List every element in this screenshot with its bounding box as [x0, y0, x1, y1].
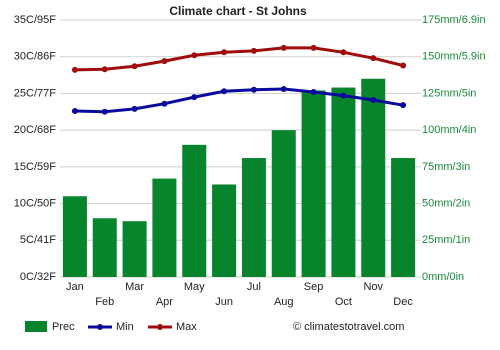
legend-label: Max — [176, 321, 197, 333]
x-tick-label: Aug — [274, 296, 294, 308]
x-tick-label: Nov — [363, 281, 383, 293]
max-point — [280, 44, 287, 51]
y-tick-label: 0C/32F — [20, 271, 56, 283]
x-tick-label: Apr — [156, 296, 173, 308]
y-tick-label: 35C/95F — [14, 14, 56, 26]
prec-bar — [271, 130, 296, 277]
x-tick-label: Jun — [215, 296, 233, 308]
min-point — [250, 86, 257, 93]
min-point — [400, 102, 407, 109]
min-point — [310, 88, 317, 95]
max-point — [161, 58, 168, 65]
y-tick-label: 30C/86F — [14, 51, 56, 63]
prec-bar — [212, 184, 237, 277]
min-point — [340, 92, 347, 99]
y-tick-label: 25C/77F — [14, 87, 56, 99]
y-tick-label: 10C/50F — [14, 197, 56, 209]
y2-tick-label: 175mm/6.9in — [422, 14, 486, 26]
min-point — [191, 94, 198, 101]
x-tick-label: Sep — [304, 281, 324, 293]
x-tick-label: Jul — [247, 281, 261, 293]
y2-tick-label: 50mm/2in — [422, 197, 470, 209]
max-point — [131, 63, 138, 70]
max-line — [74, 46, 404, 72]
y2-tick-label: 75mm/3in — [422, 161, 470, 173]
x-tick-label: Feb — [95, 296, 114, 308]
legend-swatch — [25, 321, 47, 332]
max-point — [370, 55, 377, 62]
x-tick-label: May — [184, 281, 205, 293]
prec-bar — [241, 158, 266, 277]
prec-bar — [391, 158, 416, 277]
y2-tick-label: 0mm/0in — [422, 271, 464, 283]
prec-bar — [122, 221, 147, 277]
y2-tick-label: 150mm/5.9in — [422, 51, 486, 63]
legend-label: Min — [116, 321, 134, 333]
prec-bar — [152, 178, 177, 277]
min-point — [71, 108, 78, 115]
chart-title: Climate chart - St Johns — [169, 4, 307, 18]
prec-bar — [301, 90, 326, 278]
x-tick-label: Oct — [335, 296, 352, 308]
credit: © climatestotravel.com — [293, 321, 404, 333]
legend-dot — [157, 324, 163, 330]
y-tick-label: 15C/59F — [14, 161, 56, 173]
x-tick-label: Jan — [66, 281, 84, 293]
prec-bar — [62, 196, 87, 277]
max-point — [400, 62, 407, 69]
min-point — [221, 88, 228, 95]
max-point — [191, 52, 198, 59]
legend-dot — [97, 324, 103, 330]
max-point — [101, 66, 108, 73]
max-point — [340, 49, 347, 56]
max-point — [250, 47, 257, 54]
y2-tick-label: 25mm/1in — [422, 234, 470, 246]
min-point — [161, 100, 168, 107]
min-line — [74, 87, 404, 114]
max-point — [71, 66, 78, 73]
min-point — [131, 105, 138, 112]
y2-tick-label: 125mm/5in — [422, 87, 476, 99]
prec-bar — [361, 78, 386, 277]
prec-bar — [331, 87, 356, 277]
min-point — [280, 86, 287, 93]
min-point — [101, 108, 108, 115]
prec-bar — [182, 144, 207, 277]
max-point — [310, 44, 317, 51]
max-point — [221, 49, 228, 56]
legend-label: Prec — [52, 321, 75, 333]
x-tick-label: Mar — [125, 281, 144, 293]
y-tick-label: 20C/68F — [14, 124, 56, 136]
min-point — [370, 97, 377, 104]
y2-tick-label: 100mm/4in — [422, 124, 476, 136]
y-tick-label: 5C/41F — [20, 234, 56, 246]
x-tick-label: Dec — [393, 296, 413, 308]
prec-bar — [92, 218, 117, 277]
